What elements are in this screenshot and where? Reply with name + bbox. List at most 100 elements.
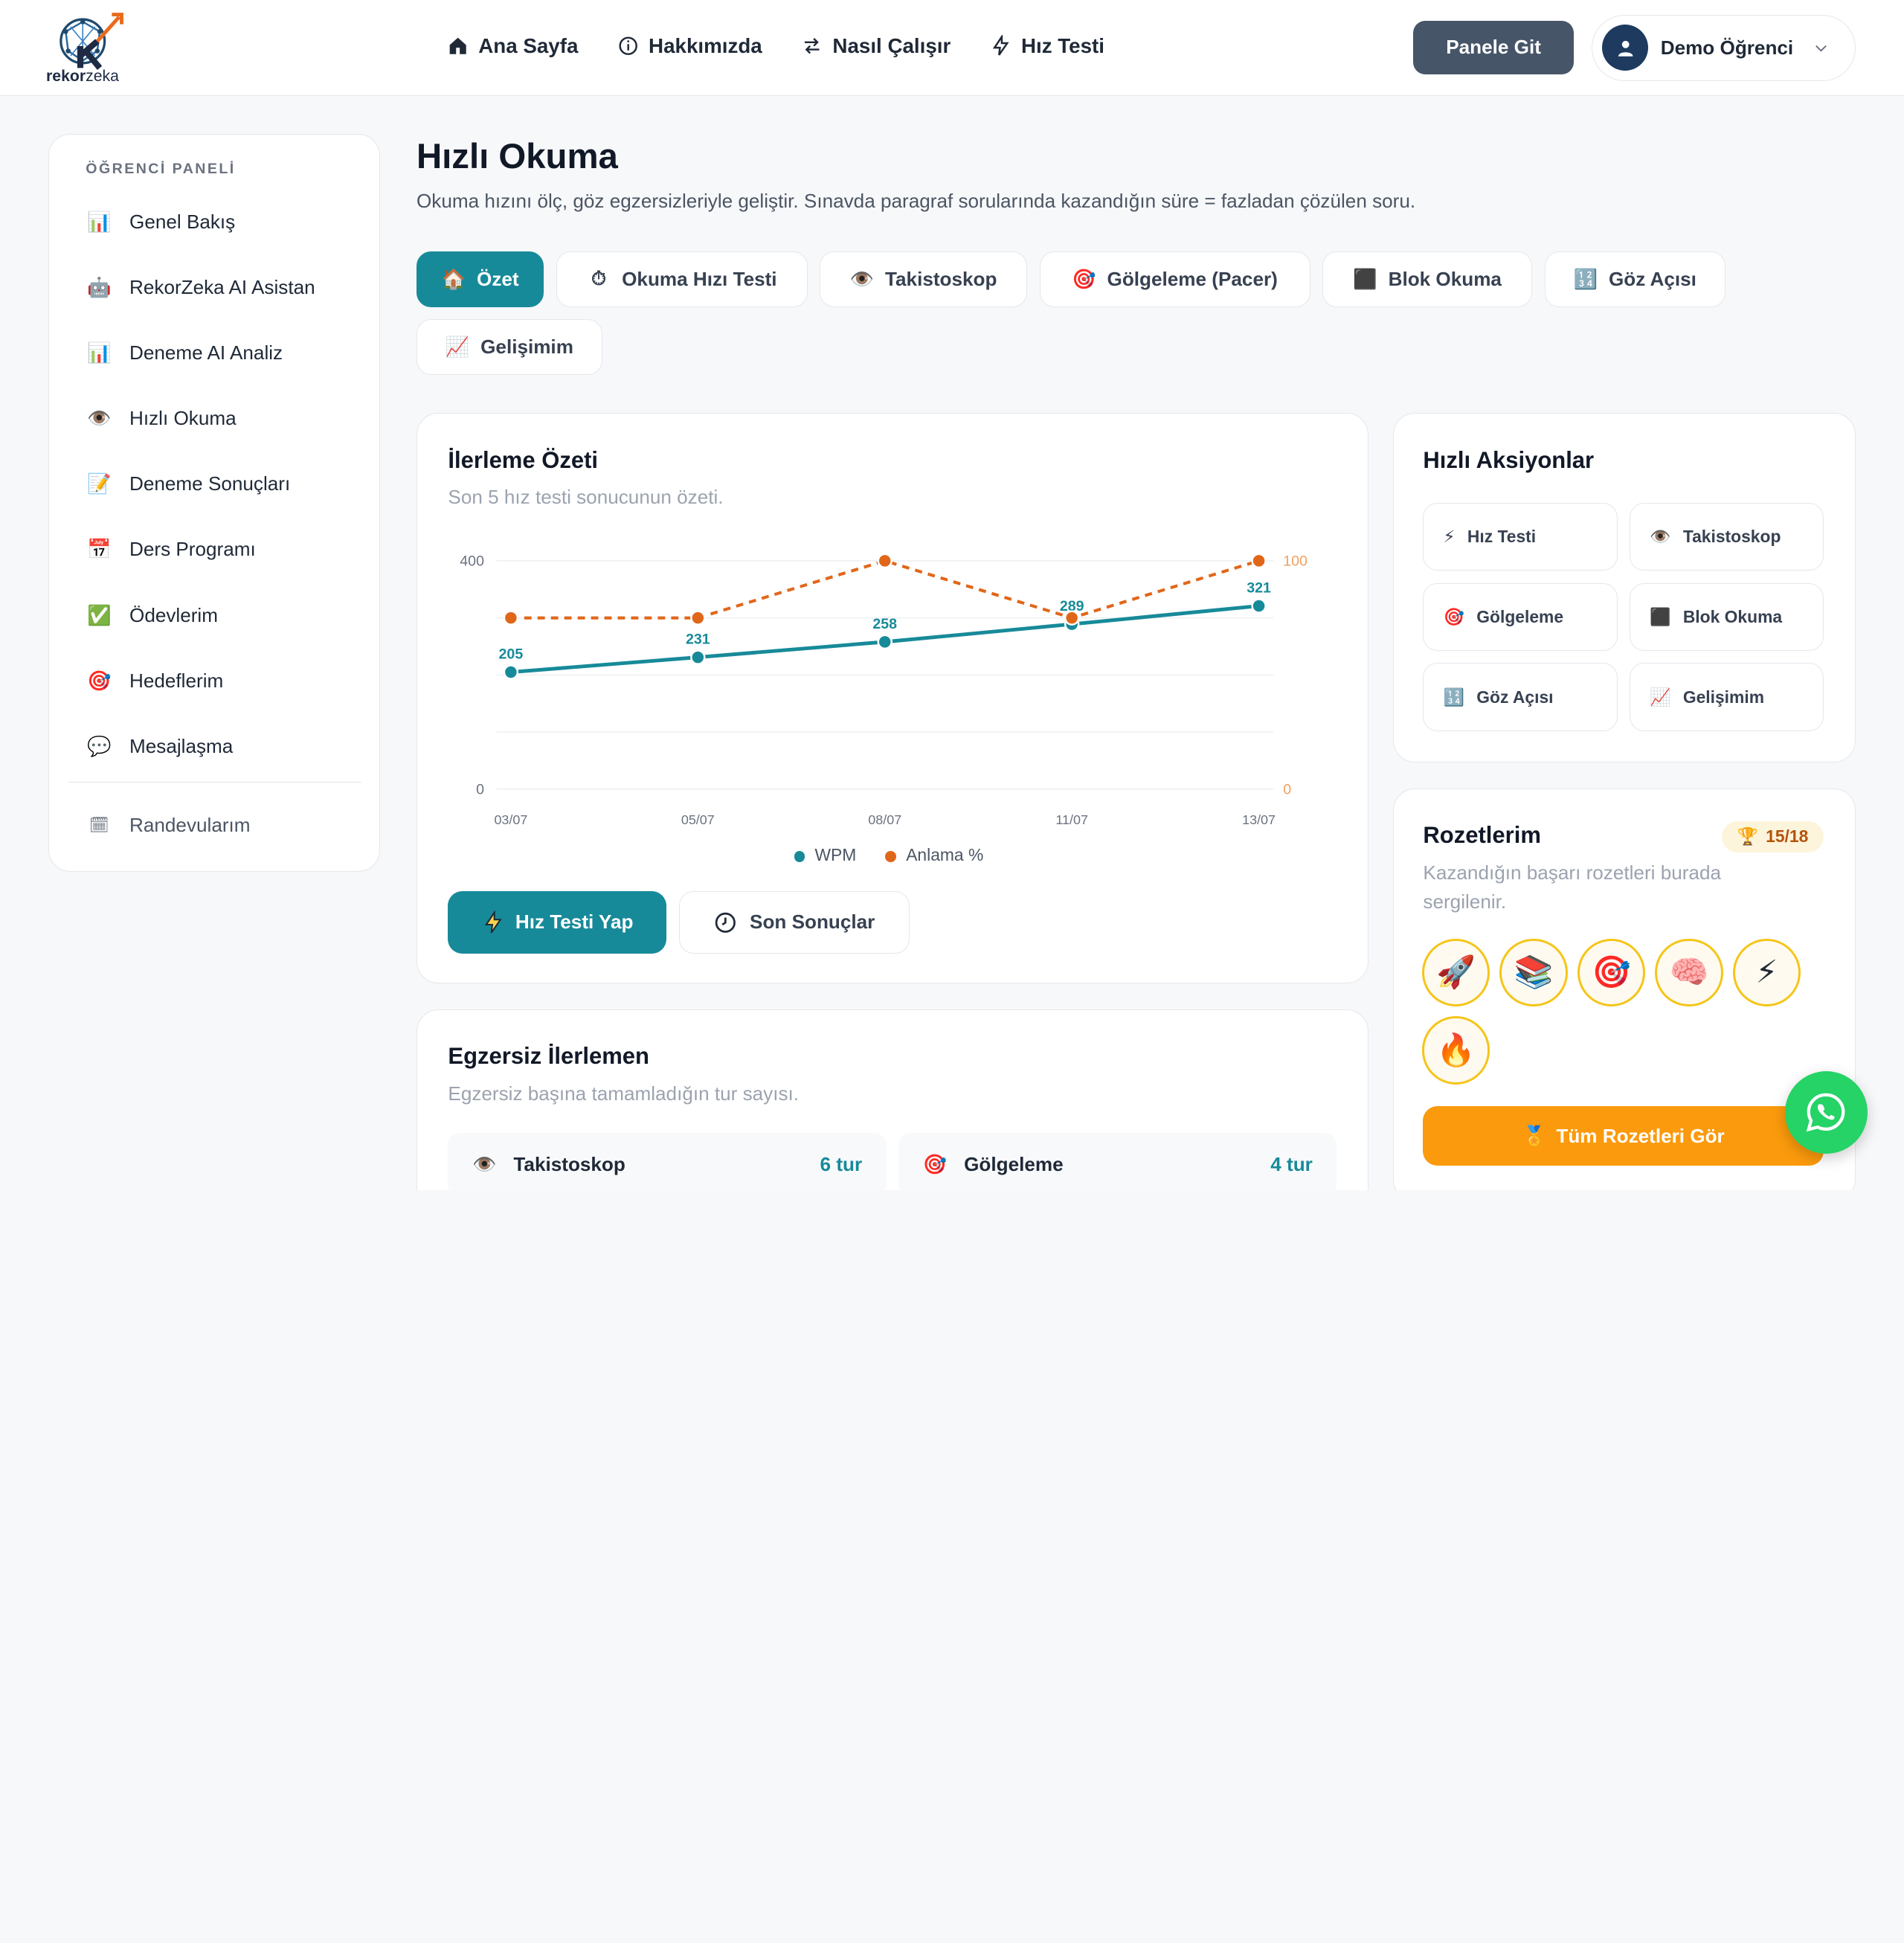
timer-icon [715,912,736,933]
y-tick-label-left: 0 [477,782,485,798]
data-point [690,610,706,626]
avatar [1602,25,1649,71]
data-point [504,664,519,681]
tab-eye-span[interactable]: 🔢 Göz Açısı [1544,251,1726,308]
y-tick-label-right: 100 [1284,553,1308,570]
sidebar-item-ai-assistant[interactable]: 🤖 RekorZeka AI Asistan [86,269,315,306]
y-tick-label-left: 400 [460,553,485,570]
quick-action-pacer[interactable]: 🎯 Gölgeleme [1423,582,1618,652]
calendar-small-icon: 🗓 [89,817,109,835]
bolt-icon [992,35,1009,56]
brand-logo-icon[interactable] [44,10,132,87]
speech-bubble-icon: 💬 [86,734,112,757]
nav-speed-test[interactable]: Hız Testi [990,34,1104,58]
whatsapp-chat-button[interactable] [1784,1070,1868,1154]
sidebar-item-speed-reading[interactable]: 👁️ Hızlı Okuma [86,400,237,437]
badge-bolt[interactable]: ⚡ [1732,938,1801,1007]
eye-icon: 👁️ [472,1153,497,1176]
sidebar-title: ÖĞRENCİ PANELİ [86,161,236,178]
y-tick-label-right: 0 [1284,782,1292,798]
quick-action-eye-span[interactable]: 🔢 Göz Açısı [1423,663,1618,731]
nav-how-it-works[interactable]: Nasıl Çalışır [801,34,951,58]
bolt-icon [485,910,502,934]
data-point [690,649,706,666]
stopwatch-icon: ⏱ [591,267,607,290]
badge-count: 🏆 15/18 [1722,820,1824,853]
tab-summary[interactable]: 🏠 Özet [416,251,544,308]
tab-reading-speed-test[interactable]: ⏱ Okuma Hızı Testi [556,251,808,308]
x-tick-label: 05/07 [681,813,715,828]
main-nav: Ana Sayfa Hakkımızda Nasıl Çalışır Hız T… [447,34,1104,58]
exercise-row-tachistoscope[interactable]: 👁️ Takistoskop 6 tur [448,1133,887,1190]
go-to-panel-button[interactable]: Panele Git [1413,20,1574,74]
info-icon [619,36,637,55]
data-point [877,635,893,650]
square-icon: ⬛ [1650,606,1671,626]
badges-title: Rozetlerim [1423,822,1541,849]
x-tick-label: 13/07 [1243,813,1276,828]
sidebar-item-messaging[interactable]: 💬 Mesajlaşma [86,728,233,765]
data-label: 258 [873,616,898,632]
rocket-icon: 🚀 [1436,954,1476,990]
data-label: 231 [686,632,710,648]
robot-icon: 🤖 [86,275,112,298]
numbers-icon: 🔢 [1573,267,1598,290]
nav-home[interactable]: Ana Sayfa [447,34,578,58]
sidebar-item-homework[interactable]: ✅ Ödevlerim [86,597,218,634]
take-speed-test-button[interactable]: Hız Testi Yap [448,891,667,954]
progress-title: İlerleme Özeti [448,446,599,473]
data-point [504,610,519,626]
series-line-comprehension [511,559,1260,620]
sidebar-item-exam-ai-analysis[interactable]: 📊 Deneme AI Analiz [86,335,283,371]
view-all-badges-button[interactable]: 🏅 Tüm Rozetleri Gör [1423,1106,1824,1166]
data-label: 205 [499,646,524,663]
sidebar-item-exam-results[interactable]: 📝 Deneme Sonuçları [86,466,290,502]
books-icon: 📚 [1514,954,1554,990]
target-icon: 🎯 [86,669,112,692]
user-menu-button[interactable]: Demo Öğrenci [1592,14,1856,82]
target-icon: 🎯 [1072,267,1096,290]
badge-fire[interactable]: 🔥 [1421,1016,1490,1085]
sidebar-item-schedule[interactable]: 📅 Ders Programı [86,531,256,568]
whatsapp-icon [1807,1093,1845,1132]
trophy-icon: 🏆 [1737,826,1759,847]
badges-subtitle-line2: sergilenir. [1423,890,1507,913]
calendar-icon: 📅 [86,538,112,561]
badge-brain[interactable]: 🧠 [1655,938,1723,1007]
check-icon: ✅ [86,603,112,626]
badge-books[interactable]: 📚 [1499,938,1568,1007]
tab-progress[interactable]: 📈 Gelişimim [416,319,602,376]
chart-icon: 📊 [86,341,112,364]
house-icon: 🏠 [441,267,466,290]
sidebar-item-overview[interactable]: 📊 Genel Bakış [86,204,235,240]
badge-rocket[interactable]: 🚀 [1421,938,1490,1007]
quick-action-tachistoscope[interactable]: 👁️ Takistoskop [1629,502,1824,571]
target-icon: 🎯 [1443,606,1464,626]
sidebar-item-appointments[interactable]: 🗓 Randevularım [86,807,251,844]
exercise-progress-title: Egzersiz İlerlemen [448,1043,649,1070]
exercise-row-pacer[interactable]: 🎯 Gölgeleme 4 tur [898,1133,1337,1190]
tab-tachistoscope[interactable]: 👁️ Takistoskop [820,251,1028,308]
bolt-icon: ⚡ [1443,527,1456,547]
trend-chart-icon: 📈 [1650,687,1671,707]
recent-results-button[interactable]: Son Sonuçlar [678,891,910,954]
data-label: 289 [1060,598,1084,614]
badge-target[interactable]: 🎯 [1577,938,1646,1007]
sidebar-item-goals[interactable]: 🎯 Hedeflerim [86,663,223,699]
data-label: 321 [1247,580,1272,597]
exercise-progress-subtitle: Egzersiz başına tamamladığın tur sayısı. [448,1082,800,1105]
progress-summary-card [416,413,1368,984]
exercise-count: 4 tur [1270,1153,1313,1176]
user-icon [1618,40,1633,57]
data-point [877,553,893,569]
fire-icon: 🔥 [1436,1032,1476,1067]
quick-action-speed-test[interactable]: ⚡ Hız Testi [1423,502,1618,571]
tab-pacer[interactable]: 🎯 Gölgeleme (Pacer) [1039,251,1310,308]
top-navbar: rekorzeka Ana Sayfa Hakkımızda Nasıl Çal… [0,0,1904,96]
brand-wordmark: rekorzeka [46,68,119,86]
quick-action-progress[interactable]: 📈 Gelişimim [1629,663,1824,731]
nav-about[interactable]: Hakkımızda [617,34,762,58]
chart-icon: 📊 [86,210,112,233]
tab-block-reading[interactable]: ⬛ Blok Okuma [1322,251,1533,308]
quick-action-block-reading[interactable]: ⬛ Blok Okuma [1629,582,1824,652]
